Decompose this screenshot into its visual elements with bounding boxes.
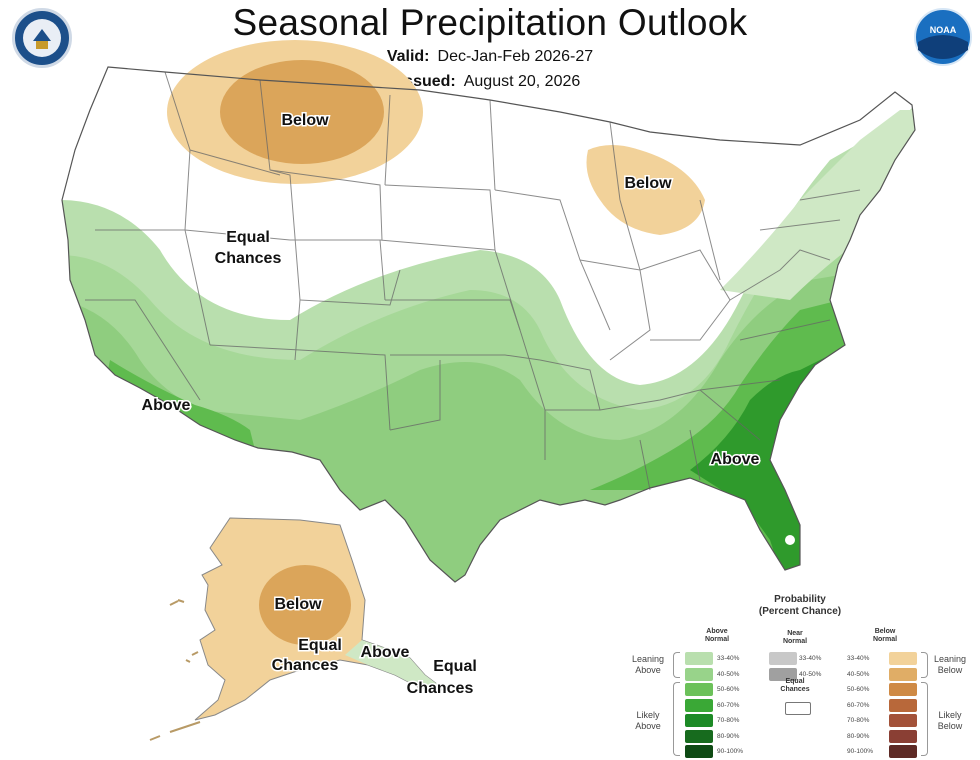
legend-above-range-1: 33-40% [717, 655, 740, 662]
legend-below-range-5: 70-80% [847, 717, 870, 724]
legend-below-head-1: Below [874, 628, 896, 635]
label-equal-alaska2-1: Equal [433, 658, 477, 675]
legend-likely-below: Likely Below [927, 710, 973, 732]
legend-leaning-above-1: Leaning [631, 654, 665, 664]
legend-above-swatch-5 [685, 714, 713, 727]
valid-label: Valid: [386, 48, 430, 65]
legend-brace-leaning-above [673, 652, 680, 678]
legend-above-range-4: 60-70% [717, 701, 740, 709]
legend-leaning-above-2: Above [635, 665, 661, 675]
legend-below-range-7: 90-100% [847, 748, 874, 755]
legend-above-swatch-2 [685, 667, 713, 681]
probability-legend: Probability (Percent Chance) Above Norma… [625, 590, 975, 758]
legend-brace-likely-above [673, 682, 680, 756]
legend-above-range-5: 70-80% [717, 717, 740, 724]
label-above-alaska: Above [361, 644, 410, 661]
state-boundaries [85, 71, 861, 491]
legend-above-range-3: 50-60% [717, 686, 740, 693]
page-title: Seasonal Precipitation Outlook [232, 2, 748, 43]
legend-below-range-4: 60-70% [847, 701, 870, 709]
commerce-seal-icon [12, 8, 72, 68]
legend-below-swatch-2 [889, 667, 917, 681]
valid-line: Valid: Dec-Jan-Feb 2026-27 [0, 48, 980, 66]
legend-likely-below-2: Below [937, 721, 963, 731]
legend-title-1: Probability [774, 594, 826, 605]
label-below-north: Below [281, 112, 329, 129]
legend-below-swatch-1 [889, 652, 917, 665]
legend-near-range-1: 33-40% [799, 655, 822, 662]
legend-below-range-1: 33-40% [847, 655, 870, 662]
legend-below-head-2: Normal [872, 636, 898, 643]
label-equal-alaska-1: Equal [298, 637, 342, 654]
legend-brace-likely-below [921, 682, 928, 756]
label-above-southeast: Above [711, 451, 760, 468]
label-equal-west-1: Equal [226, 229, 270, 246]
northeast-leaning-zone [720, 110, 915, 300]
legend-above-head: Above Normal [697, 628, 737, 644]
valid-value: Dec-Jan-Feb 2026-27 [437, 48, 594, 65]
alaska-region [149, 517, 447, 741]
legend-above-head-2: Normal [704, 636, 730, 643]
legend-equal-head: Equal Chances [773, 678, 817, 694]
legend-title: Probability (Percent Chance) [625, 594, 975, 618]
legend-leaning-below-2: Below [937, 665, 963, 675]
alaska-below-core [259, 565, 351, 645]
conus-region [61, 40, 916, 583]
legend-likely-above-1: Likely [636, 710, 660, 720]
noaa-logo-text: NOAA [930, 25, 957, 35]
legend-above-head-1: Above [706, 628, 728, 635]
legend-brace-leaning-below [921, 652, 928, 678]
legend-below-range-3: 50-60% [847, 686, 870, 693]
above-southwest-core [105, 360, 255, 450]
legend-above-range-7: 90-100% [717, 748, 744, 755]
legend-above-range-6: 80-90% [717, 732, 740, 740]
legend-near-head-1: Near [787, 630, 803, 637]
legend-likely-above-2: Above [635, 721, 661, 731]
legend-above-swatch-1 [685, 652, 713, 665]
noaa-logo-icon: NOAA [914, 8, 972, 66]
label-below-alaska: Below [274, 596, 322, 613]
legend-leaning-below: Leaning Below [927, 654, 973, 676]
legend-below-head: Below Normal [865, 628, 905, 644]
legend-below-range-2: 40-50% [847, 670, 870, 678]
issued-value: August 20, 2026 [463, 73, 581, 90]
legend-equal-2: Chances [780, 686, 810, 693]
legend-below-swatch-3 [889, 683, 917, 696]
legend-below-swatch-6 [889, 729, 917, 743]
legend-equal-swatch [785, 702, 811, 715]
legend-leaning-below-1: Leaning [933, 654, 967, 664]
label-below-great-lakes: Below [624, 175, 672, 192]
legend-below-swatch-7 [889, 745, 917, 758]
legend-below-swatch-5 [889, 714, 917, 727]
legend-likely-below-1: Likely [938, 710, 962, 720]
legend-near-range-2: 40-50% [799, 670, 822, 678]
label-equal-alaska-2: Chances [272, 657, 339, 674]
label-equal-alaska2-2: Chances [407, 680, 474, 697]
legend-title-2: (Percent Chance) [758, 606, 842, 617]
legend-below-swatch-4 [889, 698, 917, 712]
legend-leaning-above: Leaning Above [625, 654, 671, 676]
label-equal-west-2: Chances [215, 250, 282, 267]
legend-likely-above: Likely Above [625, 710, 671, 732]
legend-equal-1: Equal [785, 678, 805, 685]
legend-near-swatch-1 [769, 652, 797, 665]
legend-above-range-2: 40-50% [717, 670, 740, 678]
legend-above-swatch-4 [685, 698, 713, 712]
legend-above-swatch-3 [685, 683, 713, 696]
legend-near-swatch-2 [769, 667, 797, 681]
legend-near-head-2: Normal [782, 638, 808, 645]
label-above-west: Above [142, 397, 191, 414]
legend-above-swatch-7 [685, 745, 713, 758]
legend-near-head: Near Normal [775, 630, 815, 646]
legend-above-swatch-6 [685, 729, 713, 743]
legend-below-range-6: 80-90% [847, 732, 870, 740]
